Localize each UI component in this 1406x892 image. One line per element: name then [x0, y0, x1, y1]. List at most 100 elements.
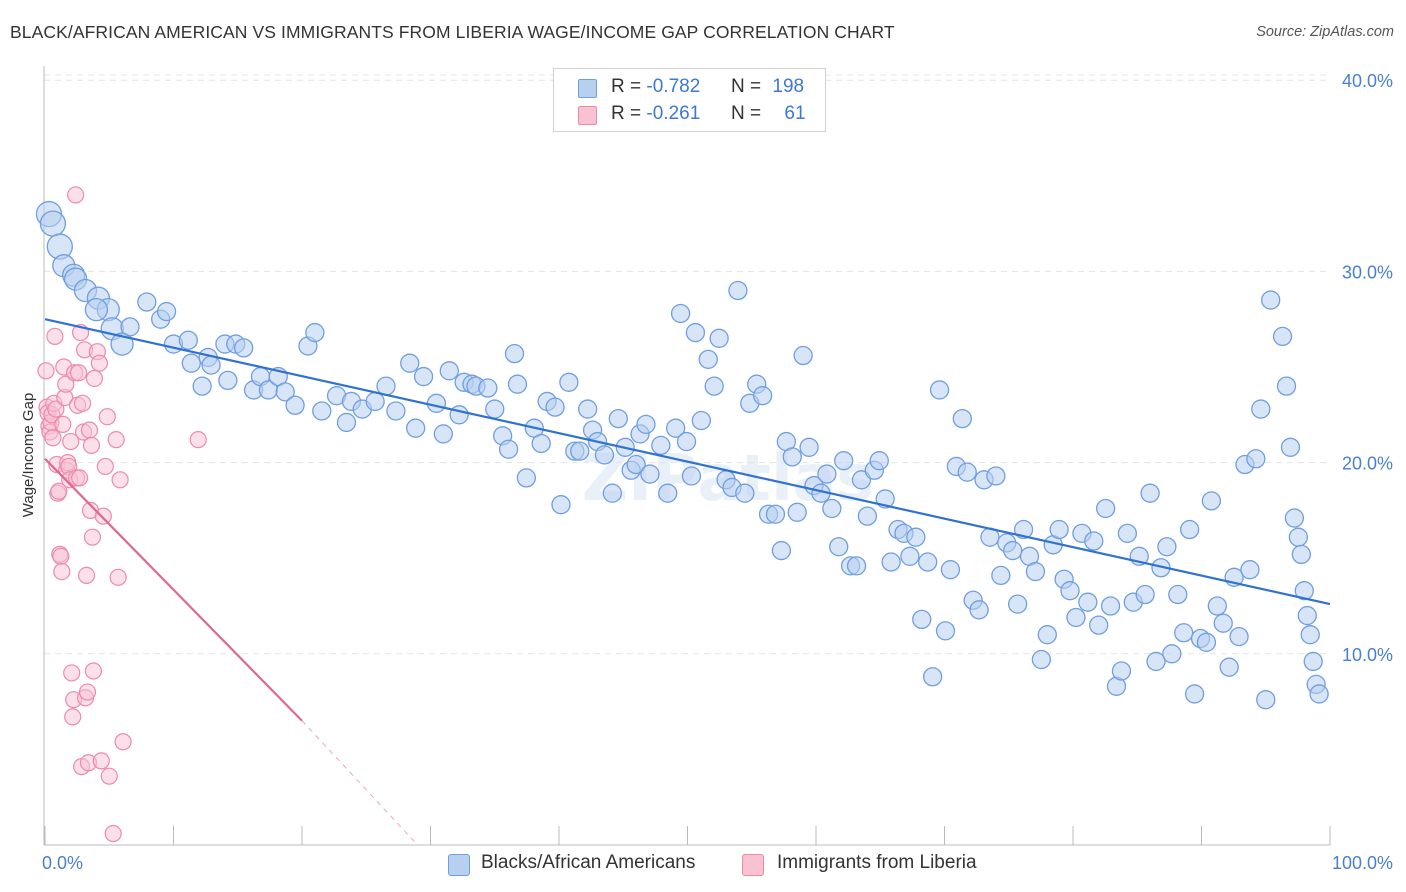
point-blacks — [1013, 519, 1034, 540]
point-blacks — [626, 454, 646, 475]
point-liberia — [82, 436, 101, 454]
point-blacks — [594, 445, 615, 465]
point-blacks — [957, 462, 977, 482]
point-blacks — [636, 414, 656, 435]
point-liberia — [111, 471, 129, 489]
point-liberia — [94, 507, 112, 525]
point-liberia — [109, 568, 127, 586]
series-liberia-points — [37, 186, 207, 843]
point-blacks — [822, 498, 842, 519]
point-blacks — [704, 376, 724, 396]
trend-line-liberia — [44, 458, 303, 722]
point-blacks — [1140, 483, 1160, 503]
point-blacks — [1261, 290, 1281, 310]
point-blacks — [234, 338, 254, 358]
point-blacks — [1309, 684, 1329, 704]
point-liberia — [189, 431, 207, 449]
legend-n-value: 198 — [772, 76, 805, 97]
axes — [43, 66, 1331, 846]
point-blacks — [1066, 607, 1086, 628]
point-liberia — [64, 708, 82, 726]
point-liberia — [107, 431, 125, 449]
point-blacks — [531, 433, 551, 454]
point-blacks — [799, 437, 819, 457]
point-blacks — [1196, 632, 1217, 652]
point-blacks — [1135, 584, 1155, 605]
y-tick-label: 10.0% — [1342, 645, 1393, 665]
point-blacks — [485, 399, 505, 419]
point-blacks — [1291, 544, 1311, 565]
legend-swatch-blue — [578, 79, 597, 98]
point-blacks — [120, 317, 140, 337]
point-liberia — [67, 186, 85, 204]
point-liberia — [70, 469, 89, 487]
point-blacks — [1157, 537, 1177, 557]
point-blacks — [787, 502, 807, 522]
point-liberia — [50, 482, 68, 500]
legend-n-label: N = — [731, 76, 762, 97]
point-blacks — [559, 372, 579, 392]
point-liberia — [100, 767, 118, 785]
point-liberia — [78, 683, 97, 701]
x-tick-label: 0.0% — [42, 853, 83, 873]
point-blacks — [952, 408, 972, 429]
point-liberia — [80, 421, 99, 439]
point-liberia — [70, 364, 88, 382]
y-tick-label: 30.0% — [1342, 262, 1393, 282]
point-blacks — [201, 355, 221, 375]
point-blacks — [1179, 519, 1200, 540]
chart-title: BLACK/AFRICAN AMERICAN VS IMMIGRANTS FRO… — [10, 22, 895, 42]
point-blacks — [305, 322, 325, 343]
legend-n-label: N = — [731, 103, 762, 124]
point-blacks — [400, 353, 420, 373]
point-blacks — [504, 343, 525, 364]
point-liberia — [44, 429, 62, 447]
point-blacks — [752, 386, 773, 406]
point-liberia — [62, 432, 80, 451]
point-blacks — [218, 370, 238, 391]
trend-lines — [44, 318, 1331, 846]
point-blacks — [1089, 615, 1109, 635]
series-blacks-points — [35, 200, 1329, 710]
point-blacks — [834, 451, 854, 471]
gridlines — [44, 74, 1330, 655]
point-liberia — [46, 327, 64, 346]
point-blacks — [336, 412, 357, 433]
point-blacks — [771, 540, 792, 561]
point-blacks — [156, 301, 177, 322]
point-blacks — [1219, 657, 1239, 677]
point-blacks — [1207, 596, 1227, 616]
point-blacks — [1174, 623, 1194, 643]
point-liberia — [90, 354, 108, 372]
point-blacks — [84, 297, 109, 322]
point-blacks — [1049, 519, 1069, 540]
point-blacks — [1303, 651, 1323, 672]
point-blacks — [507, 374, 528, 394]
point-blacks — [881, 552, 901, 572]
point-blacks — [1007, 594, 1028, 614]
point-blacks — [1213, 613, 1233, 633]
point-liberia — [47, 400, 65, 418]
x-tick-label: 100.0% — [1332, 853, 1393, 873]
point-blacks — [969, 600, 989, 620]
source-label: Source: ZipAtlas.com — [1256, 24, 1394, 40]
point-blacks — [1256, 690, 1276, 710]
trend-line-blacks — [44, 318, 1331, 606]
point-blacks — [1294, 581, 1314, 601]
point-blacks — [1300, 625, 1320, 645]
point-blacks — [940, 560, 961, 580]
point-blacks — [426, 393, 447, 413]
point-blacks — [312, 401, 332, 421]
point-blacks — [275, 382, 295, 402]
point-blacks — [670, 303, 691, 324]
point-liberia — [63, 664, 81, 682]
point-blacks — [1168, 584, 1188, 605]
legend-n-value: 61 — [784, 103, 806, 124]
y-tick-label: 20.0% — [1342, 454, 1393, 474]
point-blacks — [413, 366, 434, 387]
point-blacks — [793, 345, 813, 366]
point-blacks — [912, 609, 932, 630]
y-axis-label: Wage/Income Gap — [20, 393, 37, 518]
point-blacks — [1111, 661, 1132, 681]
